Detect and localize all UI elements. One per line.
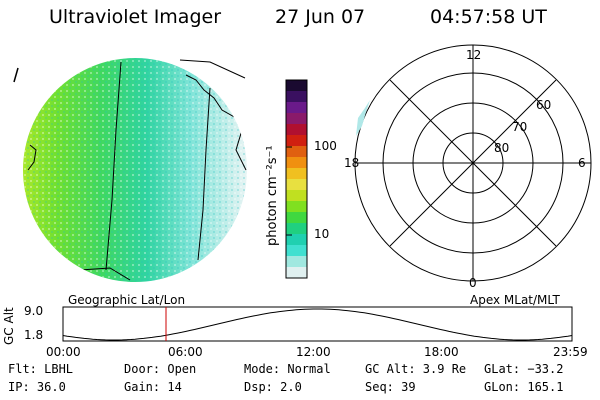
earth-image xyxy=(13,58,247,282)
status-door: Door: Open xyxy=(124,362,197,376)
colorbar xyxy=(286,80,307,279)
colorbar-segment xyxy=(286,245,307,257)
colorbar-segment xyxy=(286,223,307,235)
colorbar-segment xyxy=(286,113,307,125)
colorbar-segment xyxy=(286,190,307,202)
polar-label-18: 18 xyxy=(344,156,360,170)
timeline-plot xyxy=(62,306,573,342)
colorbar-segment xyxy=(286,80,307,92)
polar-label-80: 80 xyxy=(494,141,510,155)
colorbar-segment xyxy=(286,212,307,224)
colorbar-segment xyxy=(286,91,307,103)
axis-diagonal-2 xyxy=(389,79,557,247)
polar-label-6: 6 xyxy=(578,156,586,170)
colorbar-unit-label: photon cm⁻²s⁻¹ xyxy=(265,145,280,246)
longitude-line-2 xyxy=(197,87,211,261)
colorbar-segment xyxy=(286,234,307,246)
timeline-frame xyxy=(62,306,573,342)
status-mode: Mode: Normal xyxy=(244,362,331,376)
polar-label-60: 60 xyxy=(536,98,552,112)
colorbar-tick-label-10: 10 xyxy=(314,227,330,241)
timeline-xtick-1800: 18:00 xyxy=(424,345,459,359)
colorbar-segment xyxy=(286,146,307,158)
colorbar-segment xyxy=(286,267,307,279)
app-title: Ultraviolet Imager xyxy=(49,6,222,28)
colorbar-segment xyxy=(286,102,307,114)
colorbar-segment xyxy=(286,135,307,147)
timeline-xtick-2359: 23:59 xyxy=(553,345,588,359)
status-ip: IP: 36.0 xyxy=(8,380,66,394)
status-gain: Gain: 14 xyxy=(124,380,182,394)
timeline-xtick-0000: 00:00 xyxy=(46,345,81,359)
time-label: 04:57:58 UT xyxy=(430,6,547,28)
timeline-xtick-1200: 12:00 xyxy=(296,345,331,359)
altitude-curve xyxy=(62,308,573,341)
colorbar-tick-label-100: 100 xyxy=(314,139,337,153)
timeline-left-caption: Geographic Lat/Lon xyxy=(68,293,186,307)
status-seq: Seq: 39 xyxy=(365,380,416,394)
colorbar-segment xyxy=(286,201,307,213)
timeline-ytick-1-8: 1.8 xyxy=(24,328,44,342)
status-filter: Flt: LBHL xyxy=(8,362,74,376)
map-tick xyxy=(13,67,19,83)
colorbar-frame xyxy=(285,79,308,279)
polar-label-70: 70 xyxy=(512,120,528,134)
timeline-xtick-0600: 06:00 xyxy=(168,345,203,359)
colorbar-segment xyxy=(286,256,307,268)
colorbar-segment xyxy=(286,157,307,169)
longitude-line-1 xyxy=(105,61,122,271)
coastline xyxy=(185,74,247,171)
polar-label-12: 12 xyxy=(466,48,482,62)
date-label: 27 Jun 07 xyxy=(275,6,366,28)
status-gc-alt: GC Alt: 3.9 Re xyxy=(365,362,467,376)
colorbar-segment xyxy=(286,179,307,191)
timeline-axis-title: GC Alt xyxy=(2,307,16,345)
polar-aurora-patch xyxy=(356,100,370,136)
coastline-west xyxy=(27,144,37,171)
colorbar-segment xyxy=(286,168,307,180)
timeline-ytick-9: 9.0 xyxy=(24,304,44,318)
polar-label-0: 0 xyxy=(469,276,477,290)
colorbar-segment xyxy=(286,124,307,136)
timeline-right-caption: Apex MLat/MLT xyxy=(470,293,560,307)
status-glon: GLon: 165.1 xyxy=(484,380,564,394)
polar-grid xyxy=(354,44,592,282)
status-glat: GLat: −33.2 xyxy=(484,362,564,376)
coastline-north xyxy=(179,59,246,79)
status-dsp: Dsp: 2.0 xyxy=(244,380,302,394)
